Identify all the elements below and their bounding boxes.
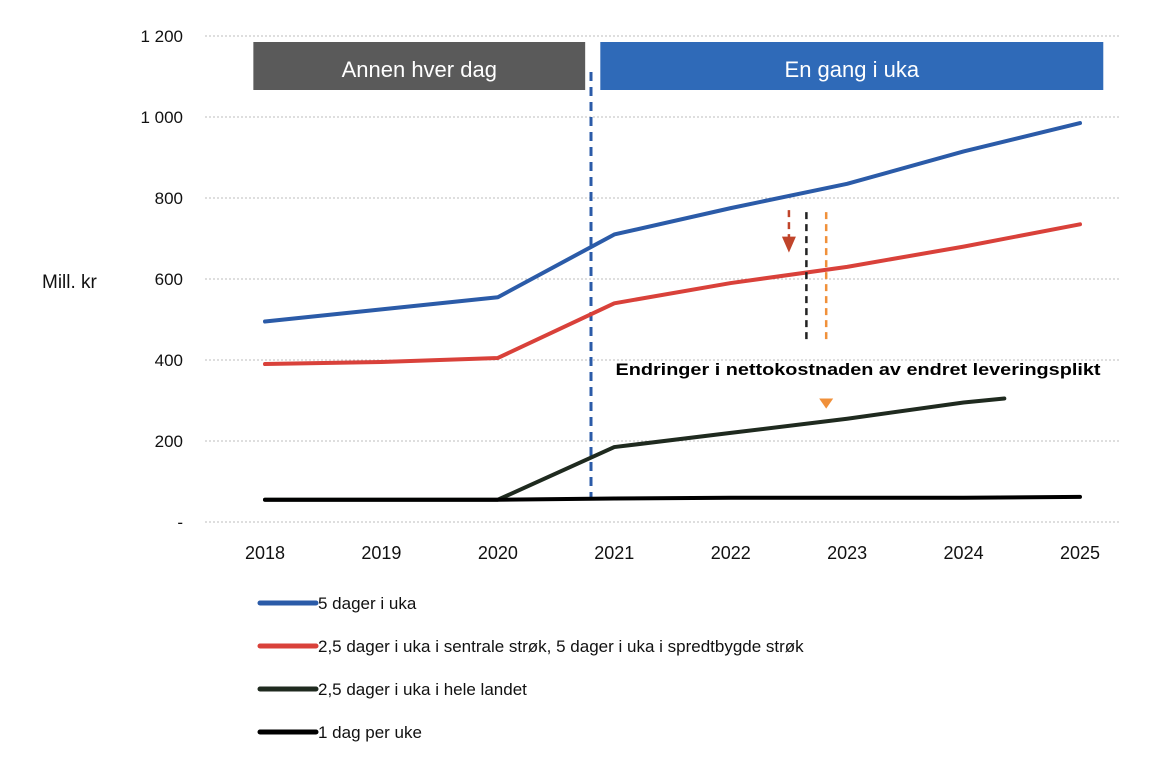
x-tick-label: 2024 — [944, 543, 984, 563]
series-line — [263, 121, 1082, 324]
x-tick-label: 2022 — [711, 543, 751, 563]
period-bands: Annen hver dag En gang i uka — [253, 42, 1104, 498]
x-tick-label: 2023 — [827, 543, 867, 563]
series-line — [263, 494, 1082, 502]
y-axis-label: Mill. kr — [42, 272, 98, 293]
annotation-arrowhead — [781, 236, 796, 253]
y-tick-label: 1 000 — [140, 108, 183, 127]
period-band-label: En gang i uka — [785, 57, 920, 82]
series-line — [263, 396, 1007, 502]
series-line — [263, 222, 1082, 367]
period-band — [253, 42, 586, 90]
series-lines — [263, 121, 1082, 502]
y-tick-label: 400 — [155, 351, 183, 370]
y-tick-label: 800 — [155, 189, 183, 208]
legend-label: 1 dag per uke — [318, 723, 422, 742]
y-tick-label: 1 200 — [140, 27, 183, 46]
period-band-label: Annen hver dag — [342, 57, 497, 82]
annotation: Endringer i nettokostnaden av endret lev… — [616, 210, 1101, 409]
period-band — [600, 42, 1104, 90]
y-axis: - 200 400 600 800 1 000 1 200 — [140, 27, 183, 532]
legend-label: 5 dager i uka — [318, 594, 417, 613]
legend-label: 2,5 dager i uka i hele landet — [318, 680, 527, 699]
x-tick-label: 2021 — [594, 543, 634, 563]
x-axis: 2018 2019 2020 2021 2022 2023 2024 2025 — [245, 543, 1100, 563]
annotation-text: Endringer i nettokostnaden av endret lev… — [616, 360, 1101, 379]
y-tick-label: 200 — [155, 432, 183, 451]
legend-label: 2,5 dager i uka i sentrale strøk, 5 dage… — [318, 637, 804, 656]
x-tick-label: 2025 — [1060, 543, 1100, 563]
x-tick-label: 2019 — [361, 543, 401, 563]
x-tick-label: 2018 — [245, 543, 285, 563]
y-tick-label: - — [177, 513, 183, 532]
grid — [205, 35, 1120, 523]
y-tick-label: 600 — [155, 270, 183, 289]
annotation-arrowhead — [819, 398, 834, 409]
legend: 5 dager i uka 2,5 dager i uka i sentrale … — [257, 594, 804, 742]
x-tick-label: 2020 — [478, 543, 518, 563]
